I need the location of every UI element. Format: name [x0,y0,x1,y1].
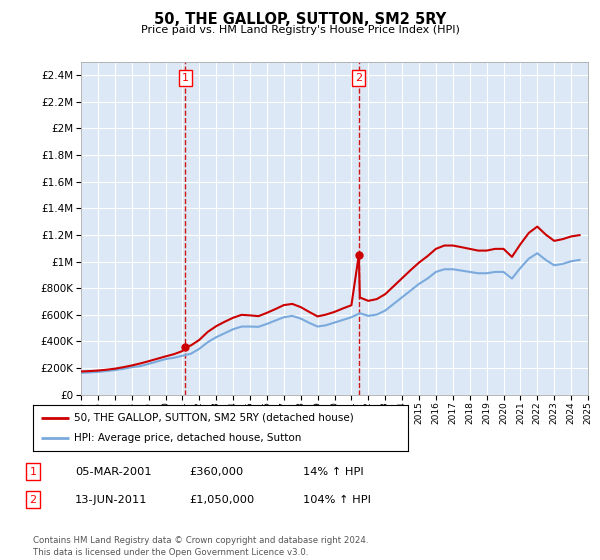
Text: 1: 1 [182,73,189,83]
Text: Price paid vs. HM Land Registry's House Price Index (HPI): Price paid vs. HM Land Registry's House … [140,25,460,35]
Text: 2: 2 [355,73,362,83]
Text: 2: 2 [29,494,37,505]
Text: Contains HM Land Registry data © Crown copyright and database right 2024.
This d: Contains HM Land Registry data © Crown c… [33,536,368,557]
Text: 13-JUN-2011: 13-JUN-2011 [75,494,148,505]
Text: 50, THE GALLOP, SUTTON, SM2 5RY (detached house): 50, THE GALLOP, SUTTON, SM2 5RY (detache… [74,413,354,423]
Text: 14% ↑ HPI: 14% ↑ HPI [303,466,364,477]
Text: £1,050,000: £1,050,000 [189,494,254,505]
Text: 50, THE GALLOP, SUTTON, SM2 5RY: 50, THE GALLOP, SUTTON, SM2 5RY [154,12,446,27]
Text: 1: 1 [29,466,37,477]
Text: 05-MAR-2001: 05-MAR-2001 [75,466,152,477]
Text: HPI: Average price, detached house, Sutton: HPI: Average price, detached house, Sutt… [74,433,302,444]
Text: £360,000: £360,000 [189,466,243,477]
Text: 104% ↑ HPI: 104% ↑ HPI [303,494,371,505]
